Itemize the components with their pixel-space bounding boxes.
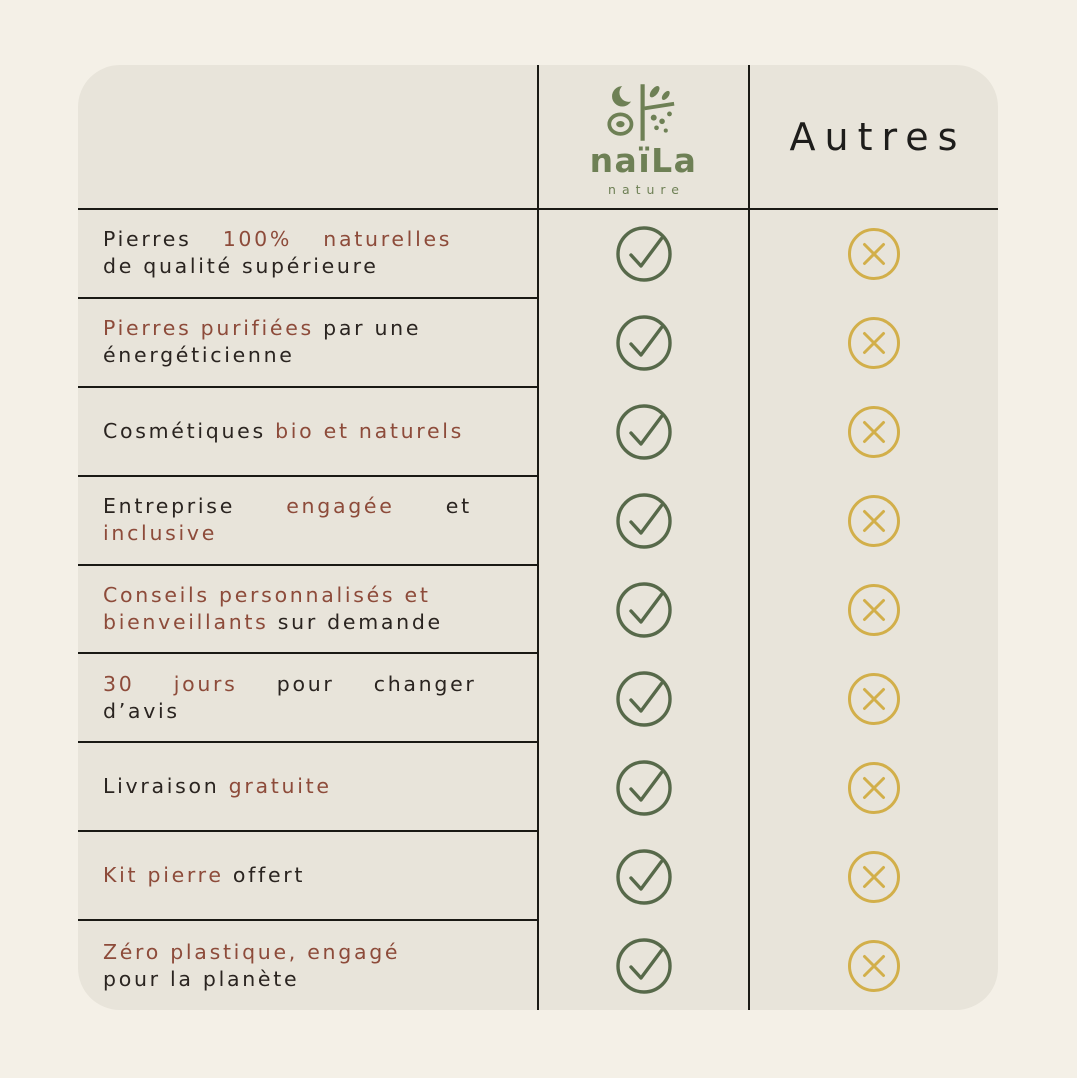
competitor-header: Autres bbox=[748, 65, 998, 210]
check-circle-icon bbox=[615, 671, 672, 727]
feature-label-cell: Cosmétiques bio et naturels bbox=[78, 388, 537, 477]
feature-text-segment: Livraison bbox=[103, 774, 229, 799]
cross-circle-icon bbox=[848, 317, 900, 370]
feature-text-segment: Kit pierre bbox=[103, 863, 224, 888]
feature-text-segment: Cosmétiques bbox=[103, 418, 276, 443]
naila-mark-cell bbox=[537, 921, 748, 1010]
cross-circle-icon bbox=[848, 761, 900, 814]
feature-label-cell: Entreprise engagée et inclusive bbox=[78, 477, 537, 566]
autres-mark-cell bbox=[748, 743, 998, 833]
autres-mark-cell bbox=[748, 832, 998, 922]
feature-text-segment: bienveillants bbox=[103, 609, 269, 634]
feature-text-segment: pour changer bbox=[237, 671, 477, 696]
cross-circle-icon bbox=[848, 583, 900, 636]
autres-mark-cell bbox=[748, 476, 998, 566]
check-circle-icon bbox=[615, 848, 672, 905]
naila-mark-cell bbox=[537, 832, 748, 922]
feature-text-segment: Pierres bbox=[103, 227, 223, 252]
feature-text-segment: Conseils personnalisés et bbox=[103, 582, 431, 607]
naila-mark-cell bbox=[537, 654, 748, 744]
feature-text-segment: pour la planète bbox=[103, 966, 300, 991]
naila-mark-cell bbox=[537, 565, 748, 655]
autres-mark-cell bbox=[748, 654, 998, 744]
autres-mark-cell bbox=[748, 298, 998, 388]
feature-label-cell: Zéro plastique, engagé pour la planète bbox=[78, 921, 537, 1010]
feature-label-cell: 30 jours pour changer d’avis bbox=[78, 654, 537, 744]
check-circle-icon bbox=[615, 404, 672, 460]
feature-text: Pierres 100% naturelles de qualité supéri… bbox=[103, 226, 452, 280]
cross-circle-icon bbox=[848, 939, 900, 992]
check-circle-icon bbox=[615, 760, 672, 816]
feature-label-cell: Pierres 100% naturelles de qualité supéri… bbox=[78, 210, 537, 299]
feature-text-segment: d’avis bbox=[103, 698, 180, 723]
feature-text-segment: énergéticienne bbox=[103, 343, 295, 368]
feature-text-segment: Zéro plastique, engagé bbox=[103, 939, 401, 964]
naila-mark-cell bbox=[537, 476, 748, 566]
cross-circle-icon bbox=[848, 672, 900, 725]
feature-text: Conseils personnalisés et bienveillants s… bbox=[103, 582, 443, 636]
feature-text-segment: de qualité supérieure bbox=[103, 254, 379, 279]
naila-mark-cell bbox=[537, 743, 748, 833]
autres-mark-cell bbox=[748, 387, 998, 477]
feature-text-segment: sur demande bbox=[268, 609, 443, 634]
check-circle-icon bbox=[615, 582, 672, 638]
feature-text: Livraison gratuite bbox=[103, 773, 332, 800]
check-circle-icon bbox=[615, 937, 672, 994]
naila-logo-icon bbox=[606, 83, 674, 141]
feature-text-segment: bio et naturels bbox=[275, 418, 465, 443]
cross-circle-icon bbox=[848, 406, 900, 459]
feature-text-segment: Entreprise bbox=[103, 494, 287, 519]
header-empty-cell bbox=[78, 65, 537, 210]
feature-label-cell: Livraison gratuite bbox=[78, 743, 537, 833]
feature-text: Kit pierre offert bbox=[103, 862, 305, 889]
cross-circle-icon bbox=[848, 495, 900, 548]
feature-label-cell: Kit pierre offert bbox=[78, 832, 537, 922]
naila-mark-cell bbox=[537, 298, 748, 388]
feature-text-segment: gratuite bbox=[228, 774, 332, 799]
feature-text: Entreprise engagée et inclusive bbox=[103, 493, 472, 547]
feature-text: 30 jours pour changer d’avis bbox=[103, 671, 477, 725]
feature-text: Cosmétiques bio et naturels bbox=[103, 418, 464, 445]
feature-text-segment: 100% naturelles bbox=[222, 227, 453, 252]
check-circle-icon bbox=[615, 315, 672, 372]
autres-mark-cell bbox=[748, 921, 998, 1010]
cross-circle-icon bbox=[848, 850, 900, 903]
feature-text-segment: et bbox=[394, 494, 472, 519]
feature-text-segment: offert bbox=[223, 863, 306, 888]
brand-header-cell: naïLa nature bbox=[537, 65, 748, 210]
feature-label-cell: Pierres purifiées par une énergéticienne bbox=[78, 299, 537, 388]
feature-text: Zéro plastique, engagé pour la planète bbox=[103, 939, 400, 993]
feature-label-cell: Conseils personnalisés et bienveillants s… bbox=[78, 566, 537, 655]
autres-mark-cell bbox=[748, 210, 998, 299]
naila-mark-cell bbox=[537, 387, 748, 477]
autres-mark-cell bbox=[748, 565, 998, 655]
feature-text-segment: inclusive bbox=[103, 521, 218, 546]
comparison-card: naïLa nature Autres Pierres 100% naturel… bbox=[78, 65, 998, 1010]
feature-text: Pierres purifiées par une énergéticienne bbox=[103, 315, 421, 369]
feature-text-segment: engagée bbox=[286, 494, 395, 519]
check-circle-icon bbox=[615, 226, 672, 283]
naila-mark-cell bbox=[537, 210, 748, 299]
brand-name: naïLa bbox=[589, 141, 698, 181]
feature-text-segment: 30 jours bbox=[103, 671, 238, 696]
check-circle-icon bbox=[615, 493, 672, 549]
brand-tagline: nature bbox=[608, 181, 685, 197]
feature-text-segment: Pierres purifiées bbox=[103, 316, 314, 341]
feature-text-segment: par une bbox=[313, 316, 422, 341]
cross-circle-icon bbox=[848, 228, 900, 281]
